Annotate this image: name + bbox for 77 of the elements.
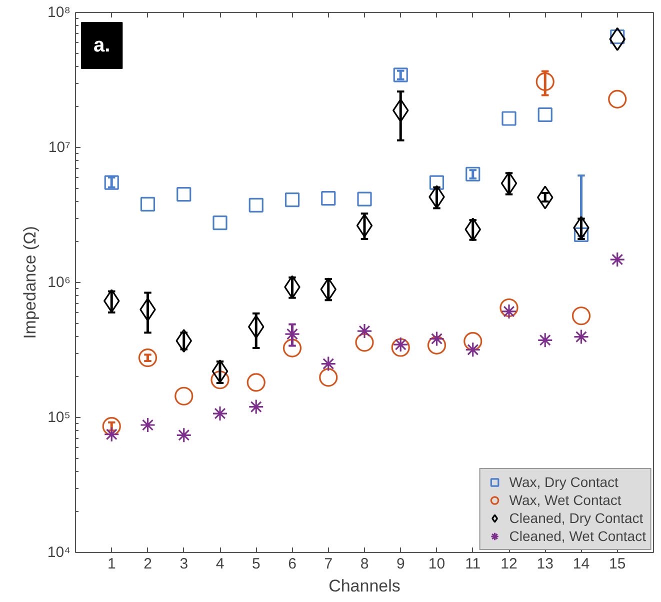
point (501, 304, 517, 320)
point (608, 90, 627, 108)
point (321, 191, 336, 206)
point (104, 175, 119, 190)
x-tick-label: 3 (180, 556, 188, 572)
x-axis-title: Channels (328, 576, 400, 596)
point (210, 370, 230, 390)
point (102, 417, 121, 436)
x-tick-label: 1 (107, 556, 116, 572)
x-tick-label: 15 (609, 556, 626, 572)
point (104, 426, 120, 442)
point (502, 111, 516, 126)
point (391, 338, 410, 357)
point (176, 187, 192, 202)
point (357, 192, 372, 206)
point (282, 338, 302, 358)
y-tick-label: 10⁷ (48, 139, 71, 156)
x-tick-label: 9 (396, 556, 405, 572)
point (138, 348, 158, 368)
y-tick-label: 10⁸ (47, 4, 71, 21)
point (355, 333, 374, 352)
y-axis-title: Impedance (Ω) (20, 226, 40, 339)
point (536, 186, 554, 210)
point (319, 368, 338, 387)
x-tick-label: 7 (324, 556, 333, 572)
legend-label: Cleaned, Wet Contact (509, 527, 646, 545)
point (536, 72, 554, 92)
x-tick-label: 8 (360, 556, 369, 572)
point (393, 68, 408, 82)
point (356, 323, 372, 339)
x-tick-label: 6 (288, 556, 296, 572)
x-tick-label: 14 (572, 556, 590, 572)
point (246, 373, 266, 392)
point (284, 192, 300, 208)
point (103, 289, 120, 313)
point (429, 175, 444, 190)
point (320, 278, 337, 302)
x-tick-label: 10 (428, 556, 446, 572)
y-tick-label: 10⁴ (47, 544, 71, 561)
y-tick-label: 10⁵ (48, 409, 71, 426)
point (465, 342, 481, 358)
point (538, 107, 552, 122)
y-tick-label: 10⁶ (48, 274, 70, 291)
point (392, 336, 408, 352)
point (573, 329, 590, 345)
x-tick-label: 4 (216, 556, 224, 572)
point (140, 417, 156, 433)
legend-label: Wax, Wet Contact (509, 491, 622, 509)
point (500, 298, 518, 318)
point (464, 218, 482, 242)
point (176, 427, 192, 443)
point (609, 27, 626, 51)
x-tick-label: 13 (536, 556, 554, 572)
point (610, 252, 626, 268)
point (537, 332, 553, 348)
point (572, 306, 591, 326)
point (428, 330, 445, 347)
annotation: a. (94, 34, 110, 56)
point (248, 399, 264, 415)
point (248, 198, 264, 212)
point (464, 332, 482, 351)
point (392, 98, 409, 122)
legend-label: Cleaned, Dry Contact (509, 509, 644, 527)
point (212, 215, 228, 230)
point (212, 406, 228, 422)
point (140, 196, 156, 212)
x-tick-label: 2 (144, 556, 152, 572)
point (320, 356, 336, 372)
legend-label: Wax, Dry Contact (509, 473, 618, 491)
x-tick-label: 5 (252, 556, 260, 572)
point (356, 214, 373, 238)
x-tick-label: 12 (500, 556, 518, 572)
x-tick-label: 11 (465, 556, 481, 572)
point (500, 172, 518, 196)
point (427, 336, 446, 355)
point (174, 386, 194, 406)
point (466, 166, 480, 182)
